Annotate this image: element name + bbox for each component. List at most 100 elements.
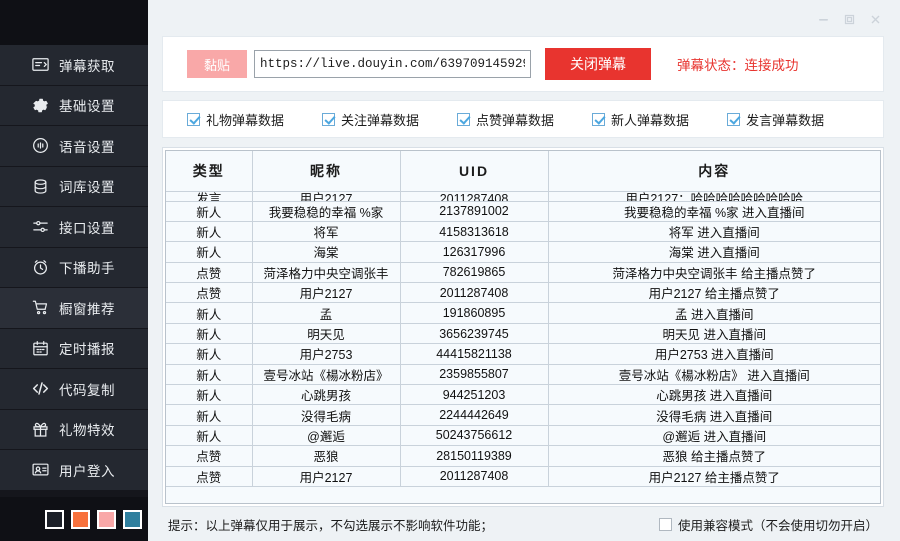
cell-content: 没得毛病 进入直播间 <box>548 404 880 426</box>
checkbox-box[interactable] <box>322 112 336 126</box>
cell-type: 发言 <box>166 191 253 202</box>
cell-uid: 50243756612 <box>400 425 549 447</box>
theme-swatch-bar <box>0 497 148 541</box>
sidebar-item-5[interactable]: 接口设置 <box>0 207 148 248</box>
table-row[interactable]: 新人孟 191860895 孟 进入直播间 <box>166 302 880 324</box>
cell-content: 用户2127 给主播点赞了 <box>548 466 880 487</box>
compat-mode-toggle[interactable]: 使用兼容模式（不会使用切勿开启） <box>658 515 878 534</box>
sidebar-item-1[interactable]: 弹幕获取 <box>0 45 148 86</box>
compat-mode-checkbox[interactable] <box>658 517 672 531</box>
close-icon[interactable] <box>862 8 888 30</box>
maximize-icon[interactable] <box>836 8 862 30</box>
gift-icon <box>30 419 50 439</box>
table-row[interactable]: 点赞 恶狼 28150119389 恶狼 给主播点赞了 <box>166 445 880 467</box>
content-area: 黏贴 关闭弹幕 弹幕状态：连接成功 礼物弹幕数据 关注弹幕数据 点赞弹幕数据 新人弹幕… <box>148 36 900 541</box>
cell-content: 用户2753 进入直播间 <box>548 343 880 365</box>
gear-icon <box>30 95 50 115</box>
sidebar-item-10[interactable]: 礼物特效 <box>0 409 148 450</box>
sliders-icon <box>30 217 50 237</box>
danmu-table-scroll[interactable]: 类型 昵称 UID 内容 发言 用户2127 2011287408 用户2127：哈哈哈哈哈… <box>165 150 881 504</box>
table-row[interactable]: 新人 @邂逅 50243756612 @邂逅 进入直播间 <box>166 425 880 447</box>
cell-content: 海棠 进入直播间 <box>548 241 880 263</box>
cell-uid: 126317996 <box>400 241 549 263</box>
cell-nick: 心跳男孩 <box>252 384 401 406</box>
filter-checkbox-3[interactable]: 点赞弹幕数据 <box>457 110 554 129</box>
table-body: 发言 用户2127 2011287408 用户2127：哈哈哈哈哈哈哈哈哈 新人 我要稳稳… <box>166 191 880 487</box>
table-row-clipped[interactable]: 发言 用户2127 2011287408 用户2127：哈哈哈哈哈哈哈哈哈 <box>166 191 880 202</box>
table-row[interactable]: 新人 用户2753 44415821138 用户2753 进入直播间 <box>166 343 880 365</box>
column-header-2[interactable]: 昵称 <box>252 151 401 192</box>
calendar-icon <box>30 338 50 358</box>
table-row[interactable]: 新人 我要稳稳的幸福 %家 2137891002 我要稳稳的幸福 %家 进入直播间 <box>166 201 880 222</box>
filter-label: 点赞弹幕数据 <box>476 112 555 128</box>
danmu-table: 类型 昵称 UID 内容 发言 用户2127 2011287408 用户2127：哈哈哈哈哈… <box>166 151 880 487</box>
sidebar-item-8[interactable]: 定时播报 <box>0 328 148 369</box>
cell-type: 新人 <box>166 384 253 406</box>
sidebar-item-7[interactable]: 橱窗推荐 <box>0 288 148 329</box>
sidebar-item-label: 代码复制 <box>59 382 115 398</box>
sidebar-item-6[interactable]: 下播助手 <box>0 247 148 288</box>
table-row[interactable]: 点赞 菏泽格力中央空调张丰 782619865 菏泽格力中央空调张丰 给主播点赞了 <box>166 262 880 284</box>
theme-swatch-1[interactable] <box>45 509 64 529</box>
checkbox-box[interactable] <box>592 112 606 126</box>
table-row[interactable]: 新人 将军 4158313618 将军 进入直播间 <box>166 221 880 243</box>
table-row[interactable]: 新人 心跳男孩 944251203 心跳男孩 进入直播间 <box>166 384 880 406</box>
sidebar-item-label: 词库设置 <box>59 180 115 196</box>
cell-content: 孟 进入直播间 <box>548 302 880 324</box>
cell-content: 用户2127：哈哈哈哈哈哈哈哈哈 <box>548 191 880 202</box>
table-header-row: 类型 昵称 UID 内容 <box>166 151 880 192</box>
cell-uid: 4158313618 <box>400 221 549 243</box>
live-url-input[interactable] <box>254 50 531 78</box>
theme-swatch-3[interactable] <box>97 509 116 529</box>
cell-content: 明天见 进入直播间 <box>548 323 880 345</box>
sidebar-item-label: 礼物特效 <box>59 423 115 439</box>
sidebar-item-3[interactable]: 语音设置 <box>0 126 148 167</box>
main-area: 黏贴 关闭弹幕 弹幕状态：连接成功 礼物弹幕数据 关注弹幕数据 点赞弹幕数据 新人弹幕… <box>148 0 900 541</box>
table-row[interactable]: 新人 海棠 126317996 海棠 进入直播间 <box>166 241 880 263</box>
theme-swatch-4[interactable] <box>123 509 142 529</box>
checkbox-box[interactable] <box>727 112 741 126</box>
filter-checkbox-1[interactable]: 礼物弹幕数据 <box>187 110 284 129</box>
column-header-1[interactable]: 类型 <box>166 151 253 192</box>
table-row[interactable]: 新人 明天见 3656239745 明天见 进入直播间 <box>166 323 880 345</box>
cell-nick: 用户2753 <box>252 343 401 365</box>
sidebar-item-4[interactable]: 词库设置 <box>0 166 148 207</box>
close-danmu-button[interactable]: 关闭弹幕 <box>545 48 651 80</box>
cell-uid: 191860895 <box>400 302 549 324</box>
danmu-status-text: 弹幕状态：连接成功 <box>677 58 799 73</box>
table-row[interactable]: 点赞 用户2127 2011287408 用户2127 给主播点赞了 <box>166 282 880 304</box>
column-header-3[interactable]: UID <box>400 151 549 192</box>
cell-uid: 944251203 <box>400 384 549 406</box>
danmu-filter-row: 礼物弹幕数据 关注弹幕数据 点赞弹幕数据 新人弹幕数据 发言弹幕数据 <box>162 100 884 138</box>
cell-uid: 3656239745 <box>400 323 549 345</box>
cell-nick: 壹号冰站《楊冰粉店》 <box>252 364 401 386</box>
cell-nick: 没得毛病 <box>252 404 401 426</box>
danmu-capture-icon <box>30 55 50 75</box>
filter-label: 发言弹幕数据 <box>746 112 825 128</box>
column-header-4[interactable]: 内容 <box>548 151 880 192</box>
filter-checkbox-5[interactable]: 发言弹幕数据 <box>727 110 824 129</box>
cell-type: 新人 <box>166 404 253 426</box>
theme-swatch-2[interactable] <box>71 509 90 529</box>
sidebar-item-11[interactable]: 用户登入 <box>0 450 148 491</box>
cell-nick: 孟 <box>252 302 401 324</box>
sidebar-nav: 弹幕获取 基础设置 语音设置词库设置接口设置 下播助手 橱窗推荐 定时播报代码复制礼物特效… <box>0 45 148 497</box>
checkbox-box[interactable] <box>457 112 471 126</box>
cell-type: 点赞 <box>166 445 253 467</box>
filter-checkbox-2[interactable]: 关注弹幕数据 <box>322 110 419 129</box>
cell-nick: 将军 <box>252 221 401 243</box>
table-row[interactable]: 点赞 用户2127 2011287408 用户2127 给主播点赞了 <box>166 466 880 487</box>
cell-nick: 海棠 <box>252 241 401 263</box>
cell-content: 我要稳稳的幸福 %家 进入直播间 <box>548 201 880 222</box>
checkbox-box[interactable] <box>187 112 200 126</box>
table-row[interactable]: 新人 没得毛病 2244442649 没得毛病 进入直播间 <box>166 404 880 426</box>
cell-content: 心跳男孩 进入直播间 <box>548 384 880 406</box>
table-row[interactable]: 新人 壹号冰站《楊冰粉店》 2359855807 壹号冰站《楊冰粉店》 进入直播间 <box>166 364 880 386</box>
paste-button[interactable]: 黏贴 <box>187 50 247 78</box>
minimize-icon[interactable] <box>810 8 836 30</box>
sidebar-item-9[interactable]: 代码复制 <box>0 369 148 410</box>
cell-nick: 用户2127 <box>252 282 401 304</box>
filter-checkbox-4[interactable]: 新人弹幕数据 <box>592 110 689 129</box>
sidebar-item-2[interactable]: 基础设置 <box>0 85 148 126</box>
